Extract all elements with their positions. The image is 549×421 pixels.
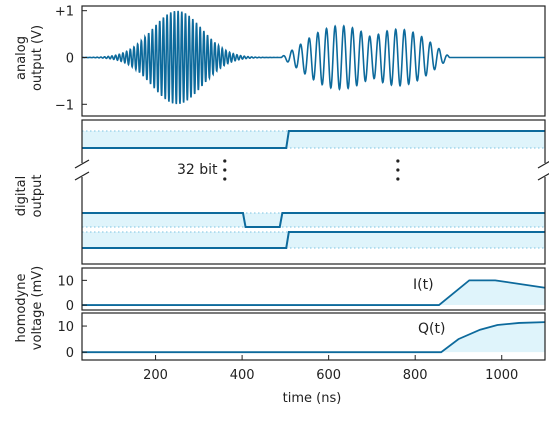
digital-channel-line: [82, 130, 545, 149]
homodyne-q-panel-frame: [81, 312, 546, 361]
ellipsis-dot: [396, 168, 400, 172]
analog-ylabel-line2: output (V): [30, 25, 45, 91]
q-ytick-label: 10: [57, 320, 74, 335]
axis-break-gap: [538, 163, 549, 177]
analog-ylabel-line1: analog: [14, 36, 29, 80]
i-series-label: I(t): [413, 277, 434, 293]
q-series-line: [82, 321, 546, 354]
lines-layer: [81, 10, 546, 354]
i-area-fill: [82, 280, 545, 306]
q-series-label: Q(t): [418, 321, 445, 337]
x-tick-label: 600: [316, 368, 341, 383]
ellipsis-dot: [223, 159, 227, 163]
q-ytick-label: 0: [66, 346, 74, 361]
digital-bit-annotation: 32 bit: [177, 162, 218, 178]
i-ytick-label: 0: [66, 299, 74, 314]
q-area-fill: [82, 322, 545, 353]
i-series-line: [82, 279, 546, 306]
x-tick-label: 200: [143, 368, 168, 383]
x-tick-label: 400: [230, 368, 255, 383]
digital-ylabel-line1: digital: [14, 176, 29, 216]
ellipsis-dot: [223, 168, 227, 172]
ellipsis-dot: [396, 177, 400, 181]
digital-channel-band: [82, 131, 545, 148]
axis-break-mark: [74, 171, 90, 181]
axis-break-mark: [537, 161, 549, 169]
x-axis-label: time (ns): [283, 391, 342, 406]
text-layer: analog output (V) digital output homodyn…: [14, 5, 518, 406]
digital-ylabel-line2: output: [30, 175, 45, 218]
digital-channel-line: [82, 231, 545, 249]
i-ytick-label: 10: [57, 274, 74, 289]
digital-channel-band: [82, 232, 545, 248]
homodyne-ylabel-line2: voltage (mV): [30, 266, 45, 350]
digital-channel-line: [82, 212, 545, 228]
digital-panel-frame: [81, 119, 546, 265]
axis-break-mark: [74, 159, 90, 169]
ellipsis-dot: [396, 159, 400, 163]
digital-channel-band: [82, 213, 545, 227]
ellipsis-dot: [223, 177, 227, 181]
x-tick-label: 800: [403, 368, 428, 383]
homodyne-i-panel-frame: [81, 267, 546, 311]
fill-layer: [82, 130, 545, 353]
analog-ytick-label: −1: [55, 98, 74, 113]
analog-ytick-label: 0: [66, 51, 74, 66]
analog-series-line: [81, 10, 545, 105]
analog-ytick-label: +1: [55, 5, 74, 20]
analog-panel-frame: [81, 5, 546, 117]
frames-layer: [74, 5, 549, 361]
axis-break-mark: [537, 173, 549, 181]
x-tick-label: 1000: [485, 368, 518, 383]
axis-break-gap: [75, 163, 89, 177]
homodyne-ylabel-line1: homodyne: [14, 274, 29, 343]
